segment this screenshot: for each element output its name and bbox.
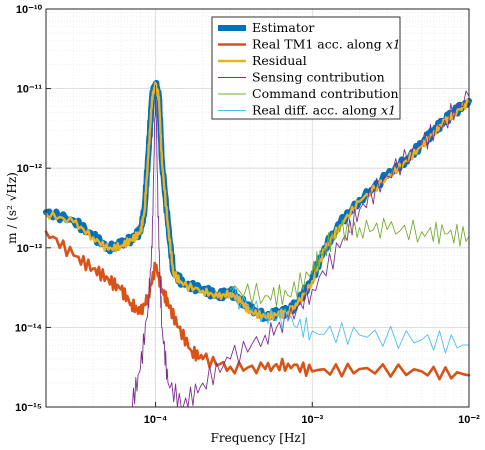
y-axis-label-text: m / (s² √Hz) xyxy=(5,172,19,244)
y-tick-label: 10⁻¹⁰ xyxy=(16,4,43,16)
plot-frame xyxy=(45,8,470,408)
series-line-1 xyxy=(44,230,471,381)
x-tick-label: 10⁻³ xyxy=(301,414,323,426)
x-tick-label: 10⁻² xyxy=(458,414,480,426)
series-line-5 xyxy=(229,286,470,354)
y-tick-label: 10⁻¹³ xyxy=(17,243,43,255)
x-axis-label-text: Frequency [Hz] xyxy=(211,431,306,445)
series-layer xyxy=(43,79,472,408)
y-tick-label: 10⁻¹² xyxy=(17,163,43,175)
legend-entry: Residual xyxy=(252,53,307,68)
y-tick-label: 10⁻¹¹ xyxy=(17,84,43,96)
y-tick-label: 10⁻¹⁴ xyxy=(15,322,42,334)
y-axis-label: m / (s² √Hz) xyxy=(5,172,19,244)
legend-entry: Command contribution xyxy=(252,86,399,101)
legend-subscript: x1 xyxy=(381,103,396,118)
legend-entry: Sensing contribution xyxy=(252,70,385,85)
series-line-2 xyxy=(44,81,471,322)
axis-ticks: 10⁻⁴ 10⁻³ 10⁻² 10⁻¹⁵ 10⁻¹⁴ 10⁻¹³ 10⁻¹² 10⁻¹¹ 10⁻… xyxy=(15,4,480,426)
x-axis-label: Frequency [Hz] xyxy=(211,431,306,445)
legend-entry: Real diff. acc. along x1 xyxy=(252,103,396,118)
legend-subscript: x1 xyxy=(386,37,401,52)
series-line-4 xyxy=(229,217,470,307)
series-line-3 xyxy=(130,84,470,408)
x-tick-label: 10⁻⁴ xyxy=(144,414,167,426)
legend-entry: Real TM1 acc. along x1 xyxy=(252,37,401,52)
y-tick-label: 10⁻¹⁵ xyxy=(15,402,42,414)
legend-entry: Estimator xyxy=(252,20,314,35)
legend-box xyxy=(211,16,401,120)
